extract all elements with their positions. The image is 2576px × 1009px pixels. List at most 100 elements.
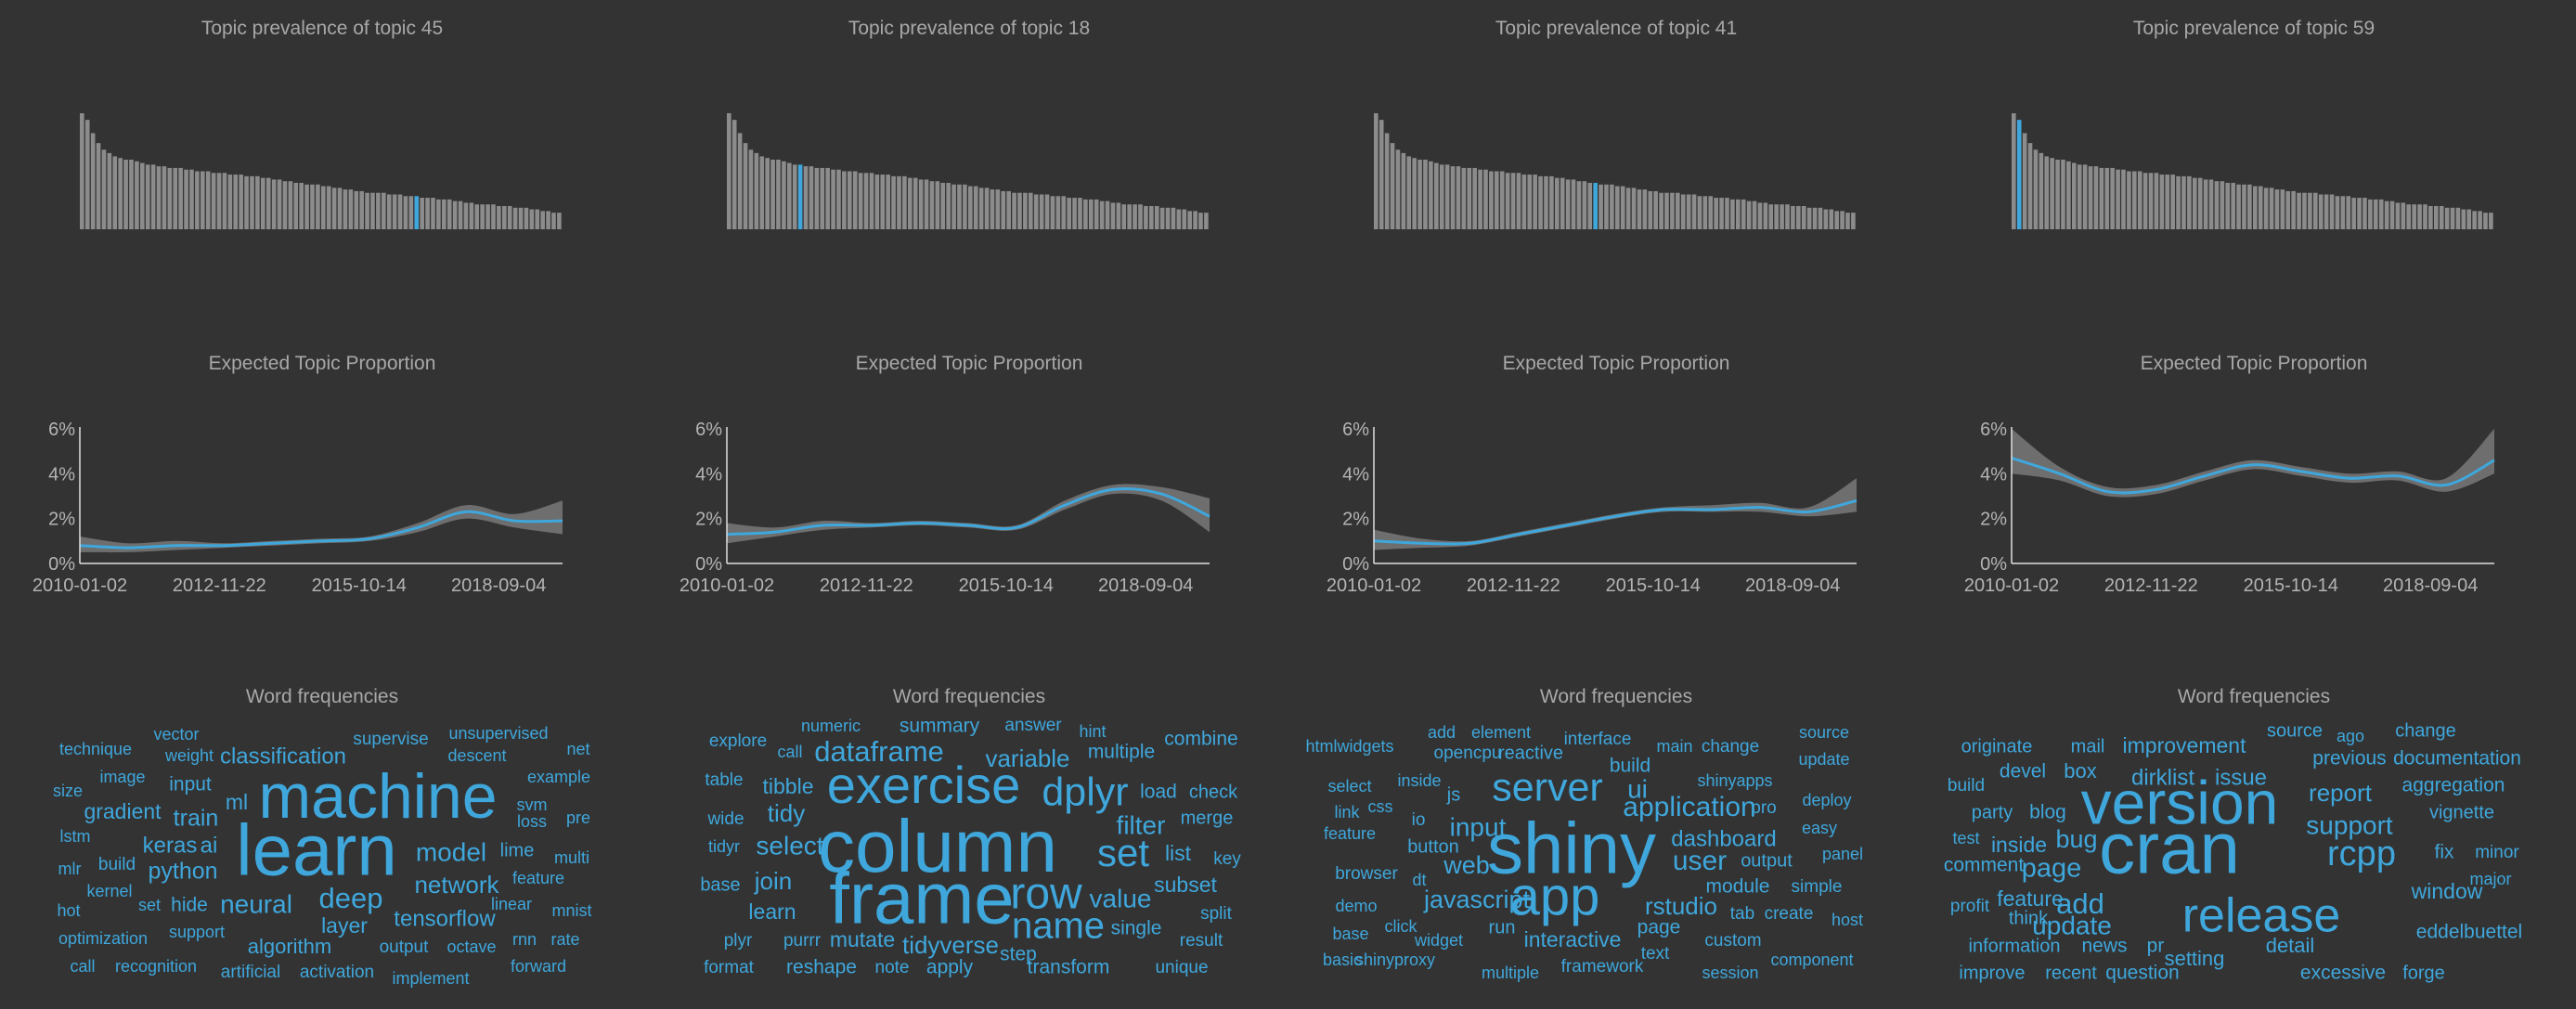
bar xyxy=(359,190,364,229)
bar xyxy=(376,192,381,229)
cloud-word: base xyxy=(700,874,740,895)
bar xyxy=(929,181,935,229)
cloud-word: ai xyxy=(201,833,218,858)
bar xyxy=(1472,167,1477,229)
bar xyxy=(891,175,896,229)
bar xyxy=(1763,202,1768,229)
bar xyxy=(2104,167,2110,229)
cloud-word: build xyxy=(1948,776,1985,796)
bar xyxy=(792,164,797,229)
bar xyxy=(140,162,145,229)
cloud-word: machine xyxy=(258,761,497,832)
proportion-area-chart: 0% 2% 4% 6% 2010-01-02 2012-11-22 2015-10-14 20… xyxy=(680,420,1210,596)
proportion-area-chart: 0% 2% 4% 6% 2010-01-02 2012-11-22 2015-10-14 20… xyxy=(1964,420,2495,596)
cloud-word: network xyxy=(414,871,499,899)
bar xyxy=(814,167,820,229)
bar xyxy=(869,173,874,229)
cloud-word: output xyxy=(380,938,430,957)
cloud-word: interactive xyxy=(1524,927,1622,951)
bar xyxy=(2022,133,2027,229)
bar xyxy=(365,192,369,229)
bar xyxy=(1708,196,1714,229)
bar xyxy=(2362,198,2367,229)
proportion-area-chart: 0% 2% 4% 6% 2010-01-02 2012-11-22 2015-10-14 20… xyxy=(32,420,563,596)
bar xyxy=(118,158,123,229)
bar xyxy=(2203,179,2208,229)
highlight-bar xyxy=(1593,183,1598,229)
bar xyxy=(1390,143,1395,229)
bar xyxy=(1725,198,1729,229)
bar xyxy=(1116,202,1121,229)
bar xyxy=(852,171,858,229)
cloud-word: octave xyxy=(447,938,496,956)
bar xyxy=(1061,196,1067,229)
cloud-word: learn xyxy=(748,899,796,924)
bar xyxy=(809,166,814,229)
cloud-word: select xyxy=(1327,777,1371,796)
bar xyxy=(282,181,288,229)
bar xyxy=(2148,173,2154,229)
x-tick-label: 2010-01-02 xyxy=(680,576,774,596)
bar xyxy=(123,160,128,229)
cloud-word: filter xyxy=(1117,810,1166,839)
cloud-word: example xyxy=(527,768,590,786)
bar xyxy=(321,186,326,229)
bar xyxy=(431,198,435,229)
cloud-word: feature xyxy=(1324,824,1376,843)
bar xyxy=(1138,204,1143,229)
bar xyxy=(2027,143,2033,229)
mean-line xyxy=(79,510,563,550)
bar xyxy=(924,179,929,229)
cloud-word: kernel xyxy=(86,882,132,900)
bar xyxy=(1401,152,1406,229)
bar xyxy=(935,181,940,229)
cloud-word: set xyxy=(138,896,161,914)
cloud-word: combine xyxy=(1164,729,1237,750)
bar xyxy=(2072,162,2077,229)
cloud-word: output xyxy=(1741,850,1793,871)
bar xyxy=(1851,213,1856,229)
cloud-word: forge xyxy=(2402,963,2445,983)
bar xyxy=(507,206,512,229)
x-tick-label: 2012-11-22 xyxy=(820,576,913,596)
cloud-word: gradient xyxy=(84,799,162,823)
cloud-word: optimization xyxy=(58,929,148,948)
cloud-word: originate xyxy=(1961,736,2033,757)
bar xyxy=(973,186,978,229)
bar xyxy=(1604,184,1609,229)
cloud-word: artificial xyxy=(221,963,280,982)
bar xyxy=(255,175,260,229)
word-cloud: technique vector supervise unsupervised weig… xyxy=(53,724,592,988)
cloud-word: join xyxy=(754,867,792,895)
bar xyxy=(502,206,507,229)
bar xyxy=(2193,177,2197,229)
bar xyxy=(2324,194,2329,229)
prevalence-title: Topic prevalence of topic 45 xyxy=(201,18,444,39)
y-tick-label: 2% xyxy=(695,510,722,530)
bar xyxy=(1417,160,1422,229)
bar xyxy=(1653,190,1658,229)
bar xyxy=(2357,198,2362,229)
x-tick-label: 2015-10-14 xyxy=(312,576,407,596)
cloud-word: report xyxy=(2309,779,2373,807)
cloud-word: issue xyxy=(2215,765,2267,790)
bar xyxy=(195,171,200,229)
bar xyxy=(529,209,535,229)
word-cloud: explore numeric summary answer hint combine ca… xyxy=(700,716,1241,978)
bar xyxy=(1083,199,1088,229)
mean-line xyxy=(2011,456,2495,495)
bar xyxy=(2291,190,2296,229)
bar xyxy=(1664,192,1669,229)
bar xyxy=(546,211,550,229)
bar xyxy=(2466,209,2472,229)
bar xyxy=(2269,188,2274,229)
bar xyxy=(902,175,907,229)
cloud-word: name xyxy=(1012,906,1105,947)
cloud-word: improve xyxy=(1959,963,2025,983)
bar xyxy=(288,181,293,229)
bar xyxy=(2351,198,2356,229)
bar xyxy=(984,188,990,229)
cloud-word: dashboard xyxy=(1671,826,1776,851)
cloud-word: link xyxy=(1334,803,1360,821)
bar xyxy=(2236,184,2241,229)
